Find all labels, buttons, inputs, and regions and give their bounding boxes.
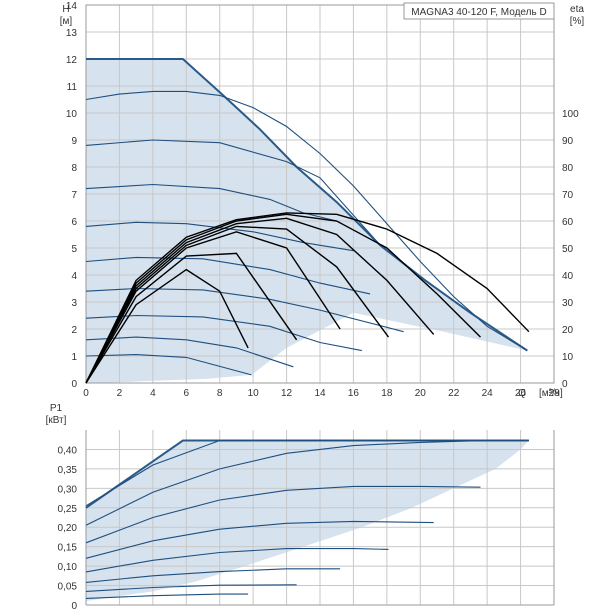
y-tick-label: 7	[71, 190, 77, 201]
x-tick-label: 4	[150, 388, 156, 399]
y-tick-label: 0	[71, 601, 77, 611]
x-axis-unit: [м³/ч]	[539, 388, 563, 399]
power-curve	[85, 593, 249, 599]
power-curve	[85, 568, 341, 583]
y2-tick-label: 30	[562, 298, 574, 309]
chart-title: MAGNA3 40-120 F, Модель D	[411, 7, 546, 18]
power-curve	[85, 584, 297, 592]
x-tick-label: 20	[415, 388, 427, 399]
head-curve	[85, 354, 252, 376]
power-chart-panel: 0 0,05 0,10 0,15 0,20 0,25 0,30 0,35 0,40 P1[кВт]	[46, 403, 555, 611]
y-tick-label: 5	[71, 244, 77, 255]
head-curve	[85, 287, 404, 333]
y-tick-label: 0,35	[58, 465, 78, 476]
head-chart-panel: 0 2 4 6 8 10 12 14 16 18 20 22 24 26 28012345678910111…	[60, 1, 585, 399]
y-tick-label: 6	[71, 217, 77, 228]
x-tick-label: 22	[448, 388, 460, 399]
efficiency-curve	[85, 213, 481, 384]
y2-tick-label: 50	[562, 244, 574, 255]
y-tick-label: 0,05	[58, 582, 78, 593]
y-tick-label: 0,30	[58, 484, 78, 495]
power-curve	[85, 548, 389, 573]
power-curve	[85, 520, 434, 559]
y2-axis-label: eta	[570, 4, 584, 15]
efficiency-curve	[85, 231, 341, 384]
efficiency-curve	[85, 268, 249, 384]
y-tick-label: 0,40	[58, 445, 78, 456]
y2-tick-label: 90	[562, 136, 574, 147]
y-tick-label: 10	[66, 109, 78, 120]
x-tick-label: 0	[83, 388, 89, 399]
y2-axis-unit: [%]	[570, 16, 585, 27]
y2-tick-label: 10	[562, 352, 574, 363]
y-tick-label: 13	[66, 28, 78, 39]
x-tick-label: 12	[281, 388, 293, 399]
head-curve	[85, 336, 294, 368]
y2-tick-label: 20	[562, 325, 574, 336]
head-curve	[85, 314, 362, 352]
y-tick-label: 0,20	[58, 523, 78, 534]
y2-tick-label: 80	[562, 163, 574, 174]
x-tick-label: 10	[248, 388, 260, 399]
y-tick-label: 0	[71, 379, 77, 390]
head-envelope-line	[86, 58, 528, 352]
x-tick-label: 6	[184, 388, 190, 399]
y-tick-label: 9	[71, 136, 77, 147]
head-curve	[85, 256, 371, 295]
chart-title-box	[403, 2, 555, 20]
y-tick-label: 0,10	[58, 562, 78, 573]
y2-tick-label: 100	[562, 109, 579, 120]
head-plot-frame	[85, 4, 555, 384]
y-tick-label: 14	[66, 1, 78, 12]
y-tick-label: 0,15	[58, 543, 78, 554]
y-tick-label: 12	[66, 55, 78, 66]
x-tick-label: 14	[314, 388, 326, 399]
head-curve	[85, 139, 381, 246]
y2-tick-label: 70	[562, 190, 574, 201]
efficiency-curve	[85, 252, 298, 384]
y-axis-label: H	[62, 4, 69, 15]
power-axis-label: P1	[50, 403, 63, 414]
power-axis-unit: [кВт]	[46, 415, 67, 426]
efficiency-curve	[85, 217, 435, 384]
y-tick-label: 11	[67, 82, 78, 93]
y-tick-label: 0,25	[58, 504, 78, 515]
x-tick-label: 2	[117, 388, 123, 399]
y2-tick-label: 40	[562, 271, 574, 282]
x-tick-label: 28	[548, 388, 560, 399]
x-tick-label: 18	[381, 388, 393, 399]
y2-tick-label: 60	[562, 217, 574, 228]
y-tick-label: 1	[71, 352, 77, 363]
efficiency-curve	[85, 212, 530, 384]
x-tick-label: 8	[217, 388, 223, 399]
y-tick-label: 4	[71, 271, 77, 282]
x-tick-label: 16	[348, 388, 360, 399]
power-operating-area	[86, 440, 529, 602]
y-tick-label: 2	[71, 325, 77, 336]
head-curve	[85, 183, 337, 222]
x-tick-label: 26	[515, 388, 527, 399]
y-tick-label: 3	[71, 298, 77, 309]
y-tick-label: 8	[71, 163, 77, 174]
x-axis-label: Q	[518, 388, 526, 399]
power-curve	[85, 485, 481, 544]
y2-tick-label: 0	[562, 379, 568, 390]
efficiency-curve	[85, 225, 390, 384]
x-tick-label: 24	[482, 388, 494, 399]
y-axis-unit: [м]	[60, 16, 73, 27]
power-curve	[85, 439, 529, 526]
head-curve	[85, 90, 528, 352]
